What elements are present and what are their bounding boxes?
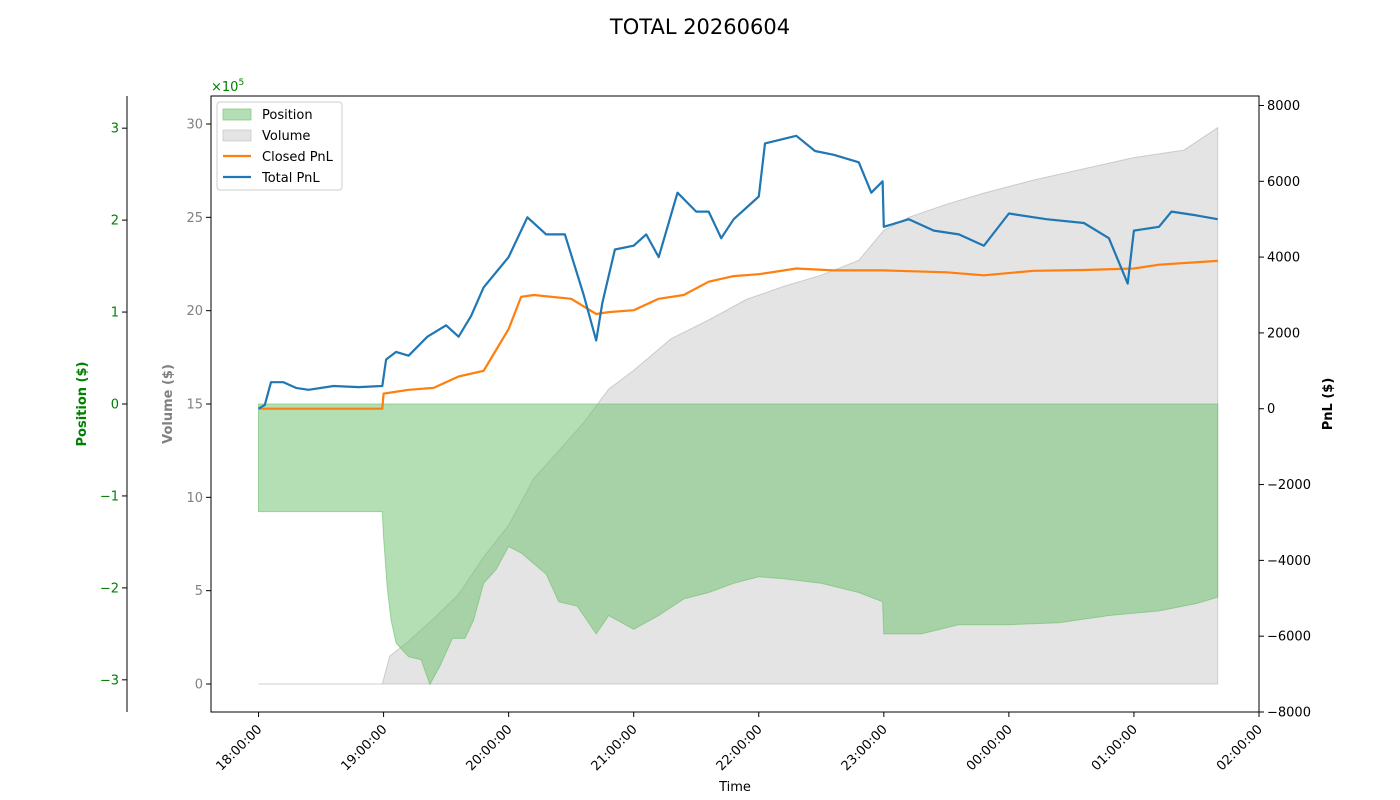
x-tick-label: 01:00:00 — [1089, 722, 1141, 774]
series-total-pnl-line — [257, 134, 1218, 410]
pnl-tick-label: −4000 — [1267, 554, 1311, 569]
legend-label-closed-pnl: Closed PnL — [262, 150, 334, 165]
pnl-tick-label: 0 — [1267, 402, 1275, 417]
pnl-lines-layer — [257, 134, 1218, 410]
x-tick-label: 21:00:00 — [589, 722, 641, 774]
position-tick-label: 3 — [111, 122, 119, 137]
chart-title: TOTAL 20260604 — [609, 15, 790, 39]
volume-tick-label: 30 — [186, 118, 203, 133]
position-tick-label: 0 — [111, 398, 119, 413]
series-closed-pnl-line — [258, 259, 1218, 410]
position-layer — [258, 403, 1219, 686]
x-axis-ticks: 18:00:00 19:00:00 20:00:00 21:00:00 22:00:00… — [213, 712, 1266, 774]
position-tick-label: 1 — [111, 306, 119, 321]
legend-swatch-volume — [222, 129, 252, 142]
series-position-area — [258, 403, 1219, 686]
x-tick-label: 20:00:00 — [464, 722, 516, 774]
legend: Position Volume Closed PnL Total PnL — [216, 101, 343, 191]
volume-axis-label: Volume ($) — [161, 364, 176, 444]
x-tick-label: 18:00:00 — [213, 722, 265, 774]
pnl-axis-label: PnL ($) — [1321, 378, 1336, 431]
pnl-tick-label: −6000 — [1267, 630, 1311, 645]
x-tick-label: 00:00:00 — [964, 722, 1016, 774]
pnl-tick-label: 2000 — [1267, 326, 1300, 341]
position-tick-label: −3 — [100, 673, 119, 688]
x-tick-label: 22:00:00 — [714, 722, 766, 774]
position-tick-label: 2 — [111, 214, 119, 229]
x-tick-label: 02:00:00 — [1214, 722, 1266, 774]
x-axis-label: Time — [718, 780, 751, 795]
pnl-tick-label: 6000 — [1267, 175, 1300, 190]
pnl-tick-label: 8000 — [1267, 99, 1300, 114]
volume-axis-ticks: 0 5 10 15 20 25 30 — [186, 118, 211, 693]
legend-label-position: Position — [262, 108, 313, 123]
legend-box — [216, 101, 343, 191]
volume-tick-label: 0 — [195, 678, 203, 693]
position-tick-label: −1 — [100, 489, 119, 504]
pnl-tick-label: −8000 — [1267, 706, 1311, 721]
position-axis-label: Position ($) — [75, 362, 90, 447]
volume-tick-label: 20 — [186, 304, 203, 319]
x-tick-label: 23:00:00 — [839, 722, 891, 774]
volume-tick-label: 25 — [186, 211, 203, 226]
legend-label-volume: Volume — [262, 129, 310, 144]
legend-swatch-position — [222, 108, 252, 121]
legend-label-total-pnl: Total PnL — [261, 171, 320, 186]
volume-tick-label: 15 — [186, 398, 203, 413]
position-tick-label: −2 — [100, 581, 119, 596]
pnl-axis-ticks: −8000 −6000 −4000 −2000 0 2000 4000 6000 8000 — [1259, 99, 1311, 721]
pnl-tick-label: 4000 — [1267, 251, 1300, 266]
position-axis-ticks: −3 −2 −1 0 1 2 3 — [100, 122, 127, 688]
x-tick-label: 19:00:00 — [339, 722, 391, 774]
volume-tick-label: 5 — [195, 584, 203, 599]
position-axis-multiplier: ×105 — [211, 78, 244, 95]
volume-tick-label: 10 — [186, 491, 203, 506]
pnl-tick-label: −2000 — [1267, 478, 1311, 493]
